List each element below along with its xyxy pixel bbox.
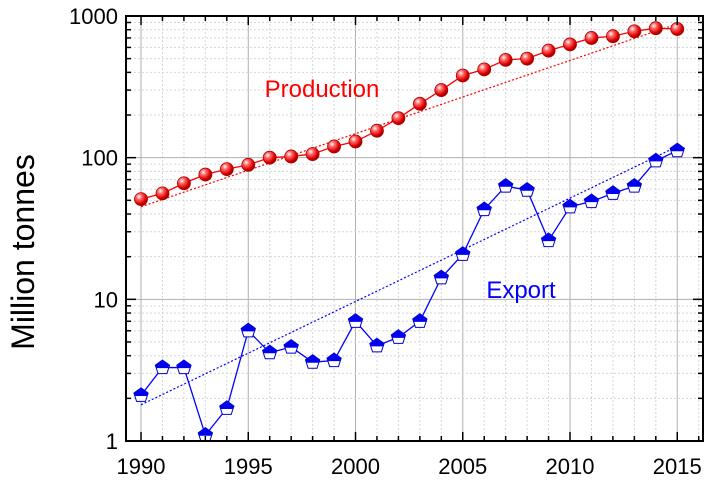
data-point-export bbox=[497, 177, 514, 193]
data-point-export bbox=[176, 359, 192, 375]
data-point-export bbox=[476, 201, 492, 217]
data-point-production bbox=[520, 51, 535, 66]
data-point-export bbox=[433, 269, 450, 285]
data-point-export bbox=[304, 354, 321, 369]
x-tick-label: 2005 bbox=[438, 454, 487, 479]
data-point-export bbox=[583, 193, 600, 209]
data-point-cap bbox=[348, 313, 363, 322]
data-point-cap bbox=[241, 323, 256, 332]
axes-layer: 1990 1995 2000 2005 2010 2015 1 10 100 1000 bbox=[69, 4, 704, 479]
data-point-cap bbox=[219, 400, 234, 409]
data-point-production bbox=[305, 147, 320, 161]
data-point-export bbox=[562, 198, 578, 214]
x-tick-label: 1990 bbox=[117, 454, 166, 479]
y-tick-label: 1 bbox=[106, 429, 118, 454]
data-point-production bbox=[434, 83, 449, 97]
data-point-production bbox=[327, 139, 341, 154]
data-point-cap bbox=[434, 270, 449, 279]
data-point-production bbox=[284, 149, 299, 164]
trend-line-production bbox=[140, 23, 678, 208]
y-tick-label: 10 bbox=[94, 287, 118, 312]
data-point-export bbox=[133, 387, 149, 402]
data-point-cap bbox=[412, 313, 427, 322]
data-point-cap bbox=[627, 178, 642, 187]
data-point-production bbox=[155, 186, 170, 201]
x-tick-label: 2015 bbox=[653, 454, 702, 479]
data-point-production bbox=[177, 176, 191, 191]
data-point-cap bbox=[284, 339, 299, 348]
data-point-export bbox=[261, 344, 278, 360]
data-point-cap bbox=[670, 143, 685, 152]
data-point-production bbox=[541, 43, 556, 58]
data-point-export bbox=[283, 338, 299, 354]
data-point-production bbox=[262, 150, 277, 165]
series-line-export bbox=[140, 150, 678, 437]
data-point-production bbox=[134, 192, 148, 206]
data-point-export bbox=[347, 313, 364, 328]
data-point-cap bbox=[648, 153, 663, 162]
data-point-export bbox=[455, 246, 471, 261]
y-tick-label: 1000 bbox=[69, 4, 118, 29]
data-point-export bbox=[605, 185, 621, 200]
data-point-cap bbox=[477, 202, 492, 211]
data-point-production bbox=[498, 52, 513, 67]
data-point-cap bbox=[176, 360, 192, 369]
y-tick-label: 100 bbox=[81, 146, 118, 171]
data-point-production bbox=[348, 134, 363, 149]
x-tick-label: 2010 bbox=[546, 454, 595, 479]
data-point-export bbox=[540, 232, 557, 248]
data-point-cap bbox=[455, 246, 470, 255]
grid-layer bbox=[126, 15, 703, 442]
trend-layer bbox=[140, 23, 678, 406]
data-point-cap bbox=[562, 199, 578, 208]
data-point-production bbox=[455, 68, 470, 83]
data-point-export bbox=[219, 400, 235, 415]
data-point-production bbox=[606, 29, 620, 44]
data-point-export bbox=[412, 313, 428, 328]
data-point-production bbox=[241, 157, 256, 172]
data-point-production bbox=[370, 123, 384, 138]
series-label-production: Production bbox=[265, 76, 380, 103]
data-point-cap bbox=[369, 338, 385, 347]
data-point-export bbox=[369, 337, 385, 353]
data-point-export bbox=[519, 182, 535, 197]
data-point-export bbox=[626, 177, 643, 193]
data-point-cap bbox=[498, 178, 513, 187]
data-point-export bbox=[154, 359, 171, 375]
plot-frame bbox=[125, 15, 704, 442]
data-point-production bbox=[563, 37, 577, 52]
data-point-cap bbox=[133, 387, 149, 396]
trend-line-export bbox=[140, 145, 678, 406]
data-point-cap bbox=[326, 353, 342, 362]
data-point-production bbox=[627, 24, 642, 39]
data-point-production bbox=[648, 21, 663, 36]
data-point-export bbox=[669, 142, 685, 158]
data-point-production bbox=[412, 96, 427, 111]
data-point-cap bbox=[391, 329, 406, 338]
data-point-cap bbox=[155, 360, 170, 369]
data-point-export bbox=[240, 322, 256, 338]
data-point-cap bbox=[305, 354, 320, 363]
data-point-production bbox=[219, 162, 234, 177]
data-point-production bbox=[477, 62, 492, 77]
data-point-cap bbox=[198, 427, 213, 436]
data-point-cap bbox=[520, 182, 535, 191]
data-point-production bbox=[198, 167, 213, 182]
series-layer bbox=[133, 21, 685, 442]
y-axis-title: Million tonnes bbox=[5, 154, 41, 350]
data-point-export bbox=[390, 329, 407, 344]
data-point-export bbox=[326, 352, 342, 368]
data-point-export bbox=[648, 152, 664, 168]
x-tick-label: 2000 bbox=[331, 454, 380, 479]
data-point-cap bbox=[262, 345, 277, 354]
x-tick-label: 1995 bbox=[224, 454, 273, 479]
data-point-production bbox=[584, 31, 599, 45]
data-point-cap bbox=[605, 185, 621, 194]
data-point-cap bbox=[541, 233, 556, 242]
data-point-cap bbox=[584, 194, 599, 203]
data-point-production bbox=[391, 111, 406, 126]
series-label-export: Export bbox=[486, 277, 556, 304]
